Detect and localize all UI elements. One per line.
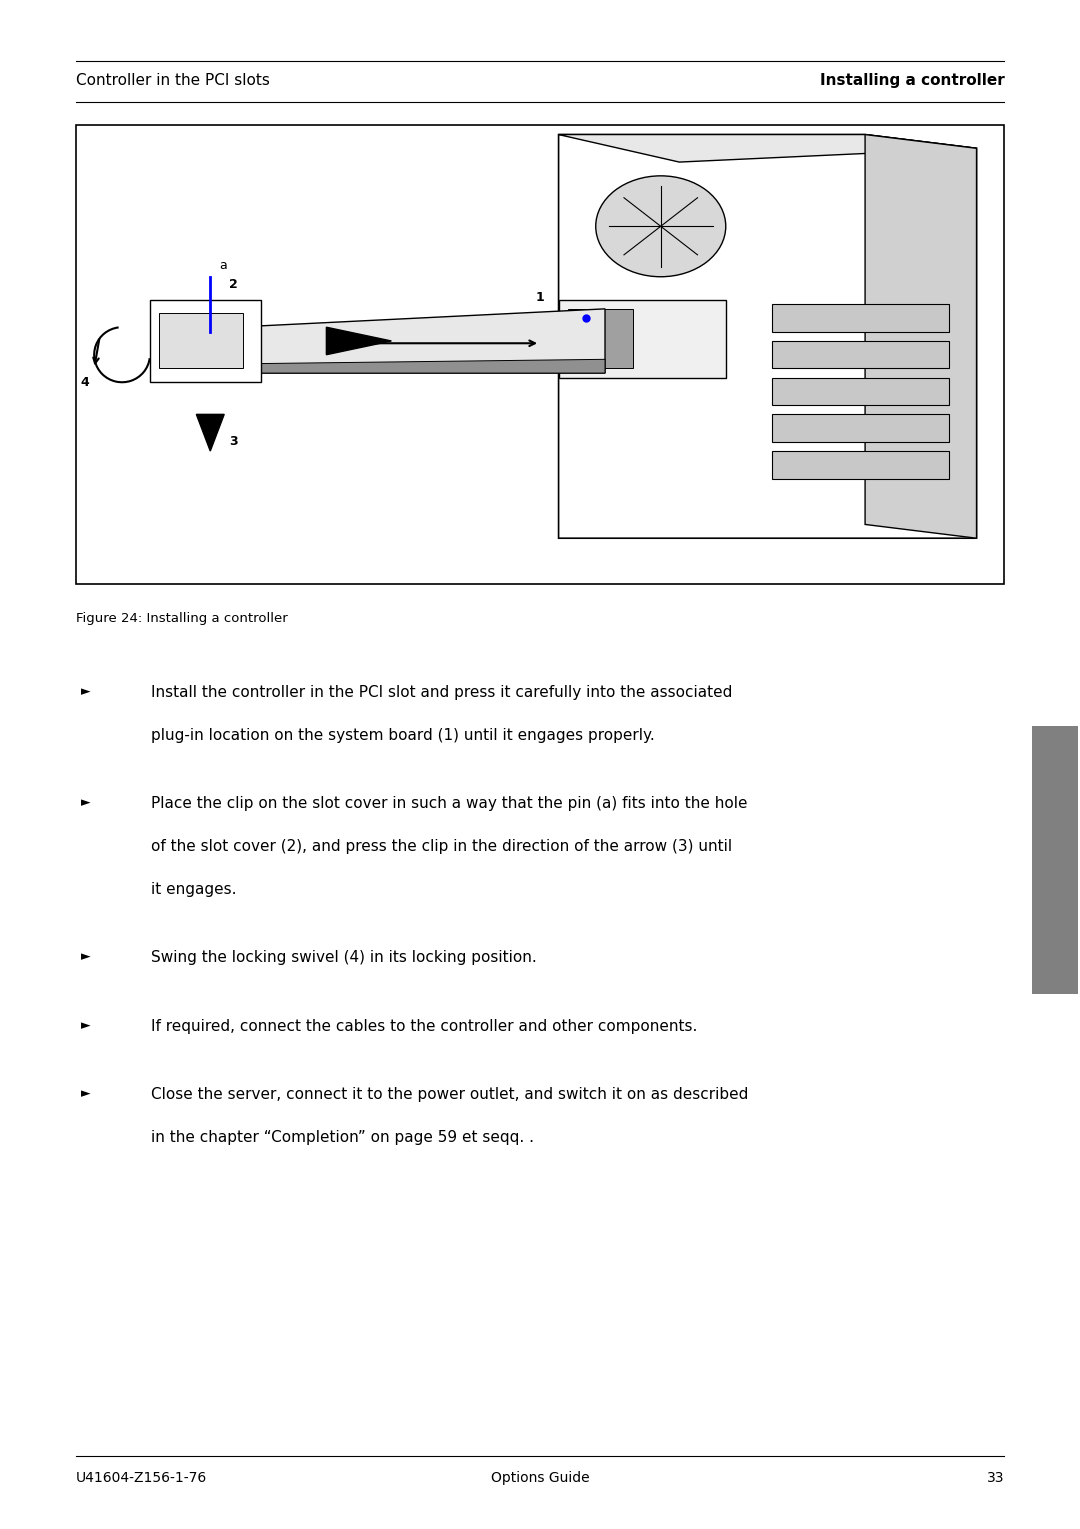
Bar <box>772 451 948 479</box>
Text: Place the clip on the slot cover in such a way that the pin (a) fits into the ho: Place the clip on the slot cover in such… <box>151 797 747 812</box>
Text: ►: ► <box>81 797 91 809</box>
Text: ►: ► <box>81 951 91 963</box>
Text: 3: 3 <box>229 436 238 448</box>
Bar <box>558 300 726 378</box>
Text: plug-in location on the system board (1) until it engages properly.: plug-in location on the system board (1)… <box>151 728 654 743</box>
Text: of the slot cover (2), and press the clip in the direction of the arrow (3) unti: of the slot cover (2), and press the cli… <box>151 839 732 855</box>
Text: 4: 4 <box>80 376 89 388</box>
Text: Swing the locking swivel (4) in its locking position.: Swing the locking swivel (4) in its lock… <box>151 951 537 965</box>
Bar <box>772 414 948 442</box>
Polygon shape <box>558 135 976 538</box>
Text: 1: 1 <box>536 291 544 304</box>
Polygon shape <box>150 300 261 382</box>
Text: Figure 24: Installing a controller: Figure 24: Installing a controller <box>76 612 287 625</box>
Text: Controller in the PCI slots: Controller in the PCI slots <box>76 73 270 89</box>
Text: Options Guide: Options Guide <box>490 1471 590 1485</box>
Text: it engages.: it engages. <box>151 882 237 898</box>
Bar <box>1032 726 1078 994</box>
Text: If required, connect the cables to the controller and other components.: If required, connect the cables to the c… <box>151 1018 698 1034</box>
Text: Close the server, connect it to the power outlet, and switch it on as described: Close the server, connect it to the powe… <box>151 1087 748 1102</box>
Text: in the chapter “Completion” on page 59 et seqq. .: in the chapter “Completion” on page 59 e… <box>151 1130 535 1145</box>
Text: ►: ► <box>81 1087 91 1101</box>
Text: 33: 33 <box>987 1471 1004 1485</box>
Text: 2: 2 <box>229 277 238 291</box>
Bar <box>772 304 948 332</box>
Text: Installing a controller: Installing a controller <box>820 73 1004 89</box>
Bar <box>159 313 243 368</box>
Text: ►: ► <box>81 685 91 699</box>
Polygon shape <box>197 414 225 451</box>
Text: ►: ► <box>81 1018 91 1032</box>
Bar <box>772 378 948 405</box>
Text: Install the controller in the PCI slot and press it carefully into the associate: Install the controller in the PCI slot a… <box>151 685 732 700</box>
Polygon shape <box>233 309 605 373</box>
Polygon shape <box>326 327 391 355</box>
Polygon shape <box>865 135 976 538</box>
Bar <box>76 125 1004 584</box>
Polygon shape <box>233 359 605 373</box>
Bar <box>568 309 633 368</box>
Polygon shape <box>558 135 976 162</box>
Text: U41604-Z156-1-76: U41604-Z156-1-76 <box>76 1471 207 1485</box>
Bar <box>772 341 948 368</box>
Ellipse shape <box>596 176 726 277</box>
Text: a: a <box>219 258 227 272</box>
